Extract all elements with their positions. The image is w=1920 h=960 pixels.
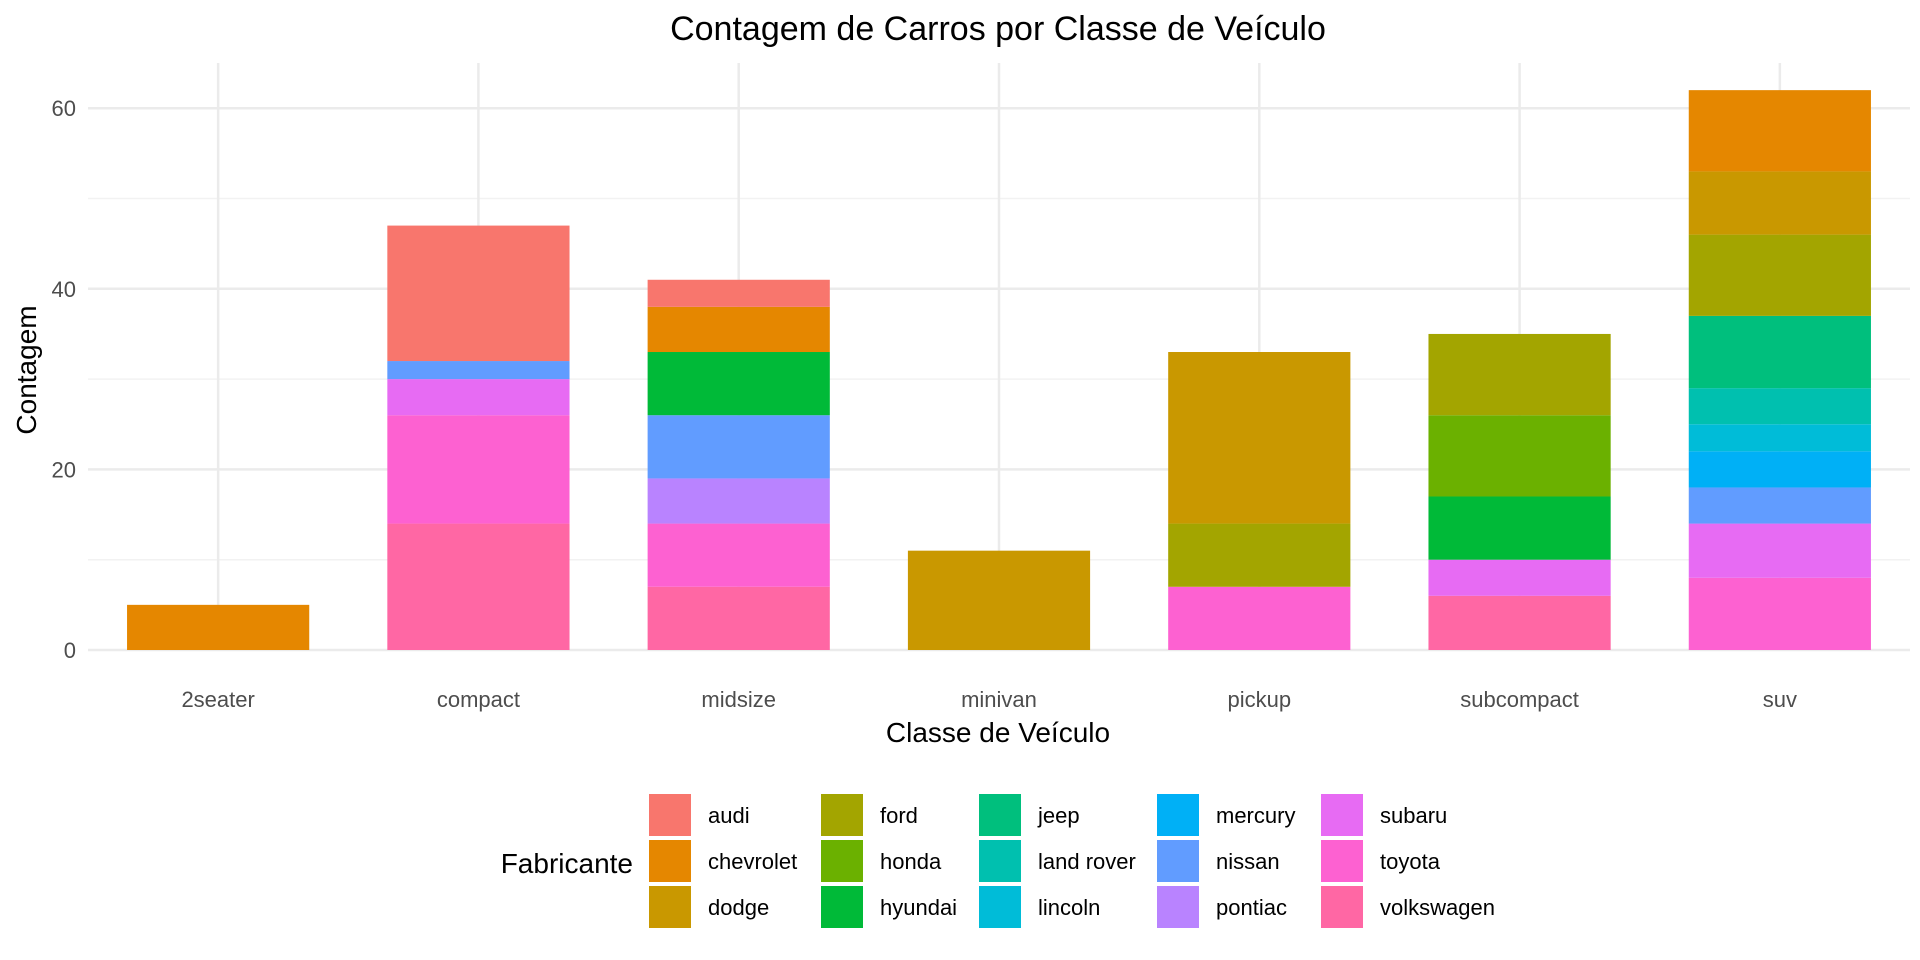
bar-segment-suv-dodge	[1688, 171, 1871, 235]
legend-key-chevrolet	[649, 840, 691, 882]
legend-key-subaru	[1321, 794, 1363, 836]
bar-segment-subcompact-volkswagen	[1428, 595, 1611, 650]
x-tick-label: pickup	[1227, 687, 1291, 712]
legend-key-dodge	[649, 886, 691, 928]
bar-segment-2seater-chevrolet	[127, 604, 310, 650]
legend-key-honda	[821, 840, 863, 882]
legend-label-ford: ford	[880, 803, 918, 828]
legend-key-ford	[821, 794, 863, 836]
legend-key-audi	[649, 794, 691, 836]
legend-label-land-rover: land rover	[1038, 849, 1136, 874]
legend-label-subaru: subaru	[1380, 803, 1447, 828]
bar-segment-suv-chevrolet	[1688, 90, 1871, 172]
legend-key-toyota	[1321, 840, 1363, 882]
y-tick-label: 60	[52, 96, 76, 121]
legend-label-honda: honda	[880, 849, 942, 874]
bar-segment-suv-toyota	[1688, 577, 1871, 650]
bar-segment-suv-subaru	[1688, 523, 1871, 578]
bar-segment-subcompact-subaru	[1428, 559, 1611, 596]
chart-title: Contagem de Carros por Classe de Veículo	[670, 10, 1326, 48]
bar-segment-midsize-volkswagen	[647, 586, 830, 650]
bar-segment-compact-subaru	[387, 379, 570, 416]
bar-segment-compact-audi	[387, 225, 570, 362]
bar-segment-minivan-dodge	[907, 550, 1091, 650]
bar-segment-subcompact-hyundai	[1428, 496, 1611, 560]
x-axis-ticks: 2seater compact midsize minivan pickup subcom…	[181, 687, 1797, 712]
y-tick-label: 20	[52, 457, 76, 482]
bar-segment-suv-lincoln	[1688, 424, 1871, 452]
y-tick-label: 0	[64, 638, 76, 663]
x-tick-label: 2seater	[181, 687, 254, 712]
legend-label-pontiac: pontiac	[1216, 895, 1287, 920]
bar-segment-midsize-toyota	[647, 523, 830, 587]
bar-segment-midsize-audi	[647, 279, 830, 307]
bar-segment-compact-volkswagen	[387, 523, 570, 650]
legend-key-hyundai	[821, 886, 863, 928]
bar-segment-suv-jeep	[1688, 315, 1871, 389]
bar-segment-midsize-hyundai	[647, 352, 830, 416]
bar-segment-suv-nissan	[1688, 487, 1871, 524]
legend-label-mercury: mercury	[1216, 803, 1295, 828]
legend-key-lincoln	[979, 886, 1021, 928]
bar-segment-subcompact-honda	[1428, 415, 1611, 497]
bar-segment-compact-nissan	[387, 361, 570, 380]
bar-segment-suv-land-rover	[1688, 388, 1871, 425]
legend-label-hyundai: hyundai	[880, 895, 957, 920]
legend-key-volkswagen	[1321, 886, 1363, 928]
legend-label-toyota: toyota	[1380, 849, 1441, 874]
x-axis-title: Classe de Veículo	[886, 717, 1110, 748]
y-tick-label: 40	[52, 277, 76, 302]
legend-key-jeep	[979, 794, 1021, 836]
bar-segment-pickup-ford	[1168, 523, 1351, 587]
legend-label-jeep: jeep	[1037, 803, 1080, 828]
legend-label-dodge: dodge	[708, 895, 769, 920]
bar-segment-pickup-dodge	[1168, 352, 1351, 524]
bar-segment-pickup-toyota	[1168, 586, 1351, 650]
legend-key-pontiac	[1157, 886, 1199, 928]
x-tick-label: suv	[1763, 687, 1797, 712]
y-axis-title: Contagem	[11, 305, 42, 434]
x-tick-label: subcompact	[1460, 687, 1579, 712]
legend-label-audi: audi	[708, 803, 750, 828]
legend-label-volkswagen: volkswagen	[1380, 895, 1495, 920]
legend-key-nissan	[1157, 840, 1199, 882]
bar-segment-suv-ford	[1688, 234, 1871, 316]
legend: audi chevrolet dodge ford honda hyundai jeep la…	[649, 794, 1495, 928]
bar-segment-suv-mercury	[1688, 451, 1871, 488]
y-axis-ticks: 0 20 40 60	[52, 96, 76, 663]
legend-label-lincoln: lincoln	[1038, 895, 1100, 920]
bar-segment-midsize-nissan	[647, 415, 830, 479]
legend-label-nissan: nissan	[1216, 849, 1280, 874]
bar-segment-midsize-pontiac	[647, 478, 830, 524]
legend-key-land-rover	[979, 840, 1021, 882]
x-tick-label: minivan	[961, 687, 1037, 712]
x-tick-label: compact	[437, 687, 520, 712]
bar-segment-compact-toyota	[387, 415, 570, 524]
bars	[127, 90, 1871, 650]
legend-title: Fabricante	[501, 848, 633, 879]
bar-segment-subcompact-ford	[1428, 333, 1611, 416]
legend-label-chevrolet: chevrolet	[708, 849, 797, 874]
legend-key-mercury	[1157, 794, 1199, 836]
x-tick-label: midsize	[701, 687, 776, 712]
bar-segment-midsize-chevrolet	[647, 306, 830, 353]
